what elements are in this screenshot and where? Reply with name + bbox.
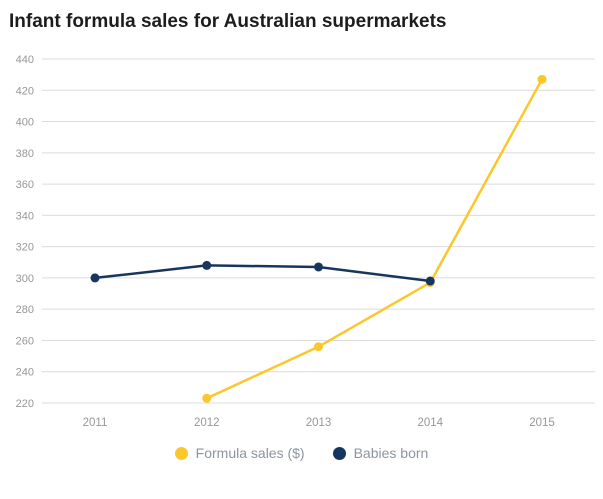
data-point[interactable] [202,260,212,270]
legend-label: Babies born [353,445,429,461]
y-axis-tick-label: 280 [16,304,34,316]
x-axis-tick-label: 2012 [194,417,220,429]
legend-label: Formula sales ($) [195,445,305,461]
legend-item: Formula sales ($) [174,445,305,461]
data-point[interactable] [314,262,323,272]
x-axis-tick-label: 2015 [529,417,555,429]
y-axis-tick-label: 420 [16,85,34,97]
legend-dot [332,446,346,460]
chart-title: Infant formula sales for Australian supe… [9,11,447,32]
legend-dot [174,446,188,460]
legend-item: Babies born [332,445,429,461]
data-point[interactable] [537,74,547,84]
chart-legend: Formula sales ($) Babies born [0,437,603,461]
line-chart: 220 240 260 280 300 320 340 360 380 400 420 440 2011… [16,54,595,429]
data-point[interactable] [90,273,100,283]
series-line [205,78,544,400]
series-line [93,264,432,283]
y-axis-tick-label: 240 [16,367,34,379]
x-axis-tick-label: 2014 [417,417,443,429]
y-axis-tick-label: 360 [16,179,34,191]
data-point[interactable] [425,276,435,286]
y-axis-tick-label: 380 [16,148,34,160]
data-point[interactable] [314,342,323,352]
data-point[interactable] [202,393,212,403]
x-axis-tick-label: 2011 [83,417,108,429]
y-axis-tick-label: 300 [16,273,34,285]
y-axis-tick-label: 440 [16,54,34,66]
y-axis-tick-label: 320 [16,242,34,254]
y-axis-tick-label: 400 [16,117,34,129]
y-axis-tick-label: 340 [16,210,34,222]
x-axis-tick-label: 2013 [306,417,332,429]
y-axis-tick-label: 260 [16,335,34,347]
y-axis-tick-label: 220 [16,398,34,410]
